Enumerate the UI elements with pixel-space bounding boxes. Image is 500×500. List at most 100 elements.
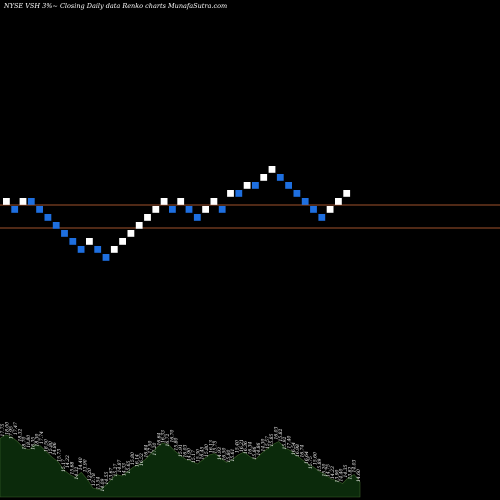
volume-label: 16.84 bbox=[143, 444, 149, 457]
volume-label: 15.75 bbox=[308, 456, 314, 469]
volume-label: 15.27 bbox=[113, 463, 119, 476]
renko-brick bbox=[52, 222, 60, 229]
renko-brick bbox=[227, 190, 234, 197]
volume-label: 14.22 bbox=[65, 455, 71, 468]
renko-brick bbox=[185, 206, 193, 213]
renko-brick bbox=[268, 166, 276, 173]
renko-brick bbox=[152, 206, 160, 213]
volume-label: 16.13 bbox=[208, 440, 214, 453]
volume-label: 14.75 bbox=[326, 464, 332, 477]
volume-label: 15.60 bbox=[313, 452, 319, 465]
renko-brick bbox=[177, 198, 185, 205]
volume-label: 18.32 bbox=[17, 428, 23, 441]
volume-label: 16.72 bbox=[165, 433, 171, 446]
volume-label: 15.73 bbox=[56, 449, 62, 462]
volume-label: 16.34 bbox=[248, 441, 254, 454]
volume-label: 13.82 bbox=[347, 466, 353, 479]
volume-label: 15.57 bbox=[265, 436, 271, 449]
volume-label: 15.85 bbox=[269, 433, 275, 446]
renko-brick bbox=[160, 198, 168, 205]
renko-brick bbox=[343, 190, 351, 197]
volume-label: 17.20 bbox=[152, 442, 158, 455]
volume-label: 16.50 bbox=[221, 447, 227, 460]
renko-brick bbox=[169, 206, 176, 213]
renko-brick bbox=[69, 238, 77, 245]
renko-brick bbox=[36, 206, 43, 213]
renko-brick bbox=[77, 246, 85, 253]
renko-brick bbox=[110, 246, 118, 253]
volume-label: 14.30 bbox=[261, 438, 267, 451]
volume-label: 18.30 bbox=[35, 433, 41, 446]
renko-bricks bbox=[3, 166, 351, 261]
volume-label: 16.45 bbox=[200, 446, 206, 459]
chart-title: NYSE VSH 3%~ Closing Daily data Renko ch… bbox=[3, 2, 227, 10]
volume-label: 16.52 bbox=[139, 453, 145, 466]
volume-label: 14.86 bbox=[256, 442, 262, 455]
volume-label: 16.98 bbox=[295, 444, 301, 457]
volume-label: 15.75 bbox=[213, 440, 219, 453]
renko-brick bbox=[119, 238, 126, 245]
volume-label: 16.03 bbox=[182, 444, 188, 457]
volume-label: 17.40 bbox=[287, 435, 293, 448]
renko-brick bbox=[318, 214, 326, 221]
volume-label: 16.64 bbox=[304, 451, 310, 464]
volume-label: 14.87 bbox=[117, 459, 123, 472]
renko-brick bbox=[102, 254, 110, 261]
volume-label: 15.80 bbox=[130, 452, 136, 465]
renko-brick bbox=[235, 190, 243, 197]
volume-label: 14.33 bbox=[122, 463, 128, 476]
volume-label: 13.67 bbox=[109, 467, 115, 480]
volume-label: 16.64 bbox=[156, 432, 162, 445]
volume-label: 15.92 bbox=[282, 436, 288, 449]
volume-label: 18.35 bbox=[30, 437, 36, 450]
volume-label: 15.82 bbox=[278, 428, 284, 441]
volume-label: 13.20 bbox=[87, 468, 93, 481]
volume-label: 13.90 bbox=[83, 459, 89, 472]
volume-label: 16.21 bbox=[239, 439, 245, 452]
renko-brick bbox=[61, 230, 68, 237]
volume-label: 14.93 bbox=[217, 447, 223, 460]
volume-label: 14.40 bbox=[78, 457, 84, 470]
volume-label: 17.50 bbox=[148, 440, 154, 453]
renko-brick bbox=[276, 174, 284, 181]
volume-label: 16.14 bbox=[135, 454, 141, 467]
volume-label: 15.30 bbox=[195, 449, 201, 462]
volume-label: 15.40 bbox=[234, 440, 240, 453]
renko-brick bbox=[335, 198, 342, 205]
renko-brick bbox=[310, 206, 317, 213]
volume-label: 16.70 bbox=[169, 429, 175, 442]
volume-label: 14.03 bbox=[352, 459, 358, 472]
renko-brick bbox=[193, 214, 201, 221]
volume-label: 15.80 bbox=[226, 449, 232, 462]
volume-label: 13.54 bbox=[96, 476, 102, 489]
volume-label: 15.91 bbox=[178, 444, 184, 457]
volume-label: 15.89 bbox=[317, 458, 323, 471]
volume-label: 18.00 bbox=[4, 422, 10, 435]
volume-label: 16.74 bbox=[300, 444, 306, 457]
volume-label: 15.80 bbox=[204, 444, 210, 457]
volume-area bbox=[0, 434, 361, 498]
renko-brick bbox=[19, 198, 27, 205]
volume-label: 14.90 bbox=[187, 448, 193, 461]
renko-brick bbox=[135, 222, 143, 229]
volume-label: 15.61 bbox=[230, 449, 236, 462]
volume-label: 15.80 bbox=[48, 441, 54, 454]
volume-label: 14.86 bbox=[52, 442, 58, 455]
volume-label: 14.35 bbox=[343, 464, 349, 477]
volume-label: 18.70 bbox=[22, 436, 28, 449]
renko-brick bbox=[252, 182, 259, 189]
volume-label: 14.23 bbox=[330, 466, 336, 479]
volume-label: 13.78 bbox=[91, 473, 97, 486]
renko-brick bbox=[144, 214, 151, 221]
volume-label: 14.09 bbox=[100, 478, 106, 491]
volume-label: 17.95 bbox=[9, 426, 15, 439]
volume-label: 15.17 bbox=[191, 450, 197, 463]
renko-brick bbox=[210, 198, 218, 205]
volume-label: 14.40 bbox=[339, 468, 345, 481]
volume-label: 15.65 bbox=[126, 460, 132, 473]
renko-brick bbox=[127, 230, 135, 237]
renko-brick bbox=[3, 198, 10, 205]
volume-label: 15.68 bbox=[70, 461, 76, 474]
